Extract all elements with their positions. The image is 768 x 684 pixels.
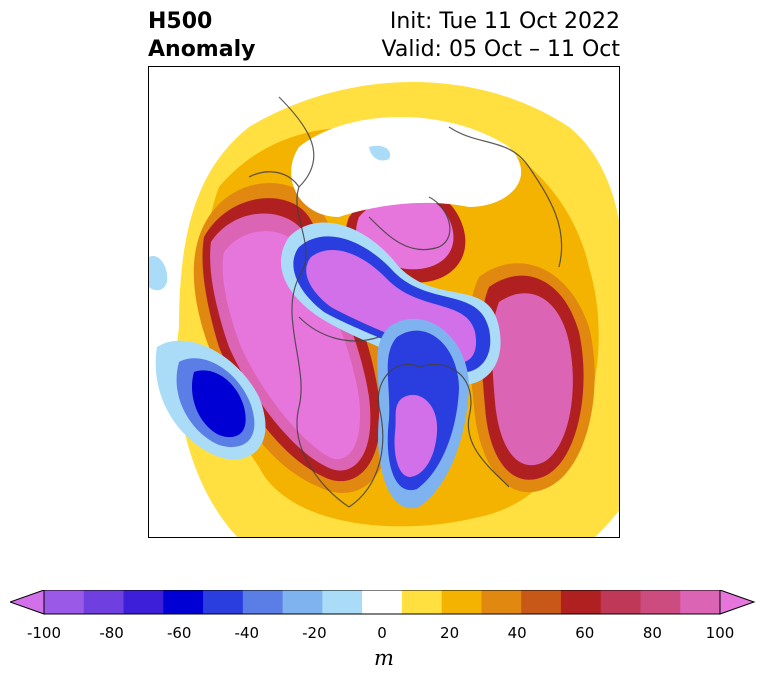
colorbar-segment xyxy=(163,590,204,614)
colorbar-segment xyxy=(203,590,244,614)
colorbar-tick-label: -100 xyxy=(26,624,62,642)
colorbar-segment xyxy=(441,590,482,614)
colorbar-tick-label: -80 xyxy=(99,624,124,642)
colorbar-segment xyxy=(123,590,164,614)
colorbar-min-extension xyxy=(10,590,45,615)
title-line-1: H500 xyxy=(148,9,213,34)
colorbar-segment xyxy=(242,590,284,614)
colorbar-segment xyxy=(481,590,522,614)
chart-title: H500 Anomaly xyxy=(148,8,255,64)
colorbar-tick-label: 40 xyxy=(507,624,527,642)
colorbar-segment xyxy=(362,590,403,614)
colorbar-tick-label: -60 xyxy=(166,624,192,642)
coastlines xyxy=(248,96,563,508)
colorbar-segment xyxy=(640,590,681,614)
colorbar-tick-label: 60 xyxy=(575,624,595,642)
colorbar-tick-label: 20 xyxy=(440,624,460,642)
colorbar-segment xyxy=(560,590,602,614)
init-date: Init: Tue 11 Oct 2022 xyxy=(389,9,620,34)
colorbar-tick-label: 80 xyxy=(642,624,662,642)
colorbar-tick-label: 0 xyxy=(377,624,387,642)
colorbar-segment xyxy=(44,590,85,614)
colorbar-max-extension xyxy=(719,590,756,615)
anomaly-map xyxy=(148,66,620,538)
colorbar-segment xyxy=(600,590,641,614)
map-svg xyxy=(149,82,619,537)
colorbar-segment xyxy=(282,590,323,614)
colorbar-segment xyxy=(401,590,443,614)
colorbar-segment xyxy=(521,590,562,614)
colorbar-tick-label: -40 xyxy=(234,624,260,642)
date-info: Init: Tue 11 Oct 2022 Valid: 05 Oct – 11… xyxy=(382,8,620,64)
colorbar-segment xyxy=(680,590,721,614)
colorbar-segment xyxy=(322,590,363,614)
title-line-2: Anomaly xyxy=(148,37,256,62)
colorbar-segment xyxy=(83,590,125,614)
colorbar xyxy=(10,590,756,615)
valid-date: Valid: 05 Oct – 11 Oct xyxy=(381,37,620,62)
colorbar-tick-label: -20 xyxy=(302,624,327,642)
colorbar-tick-label: 100 xyxy=(705,624,735,642)
colorbar-unit: m xyxy=(374,646,394,670)
